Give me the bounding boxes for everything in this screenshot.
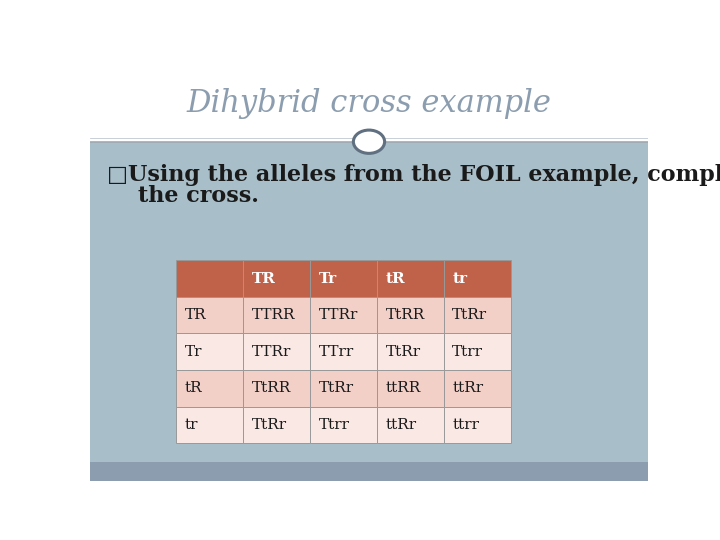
FancyBboxPatch shape [90,141,648,481]
FancyBboxPatch shape [444,407,511,443]
Text: □Using the alleles from the FOIL example, complete: □Using the alleles from the FOIL example… [107,164,720,186]
Text: the cross.: the cross. [107,185,258,207]
FancyBboxPatch shape [90,462,648,481]
Text: TTrr: TTrr [318,345,354,359]
Text: Dihybrid cross example: Dihybrid cross example [186,87,552,119]
Text: ttRr: ttRr [385,418,417,432]
FancyBboxPatch shape [377,260,444,297]
Circle shape [354,130,384,153]
Text: TtRr: TtRr [251,418,287,432]
FancyBboxPatch shape [444,297,511,333]
FancyBboxPatch shape [310,260,377,297]
FancyBboxPatch shape [90,65,648,141]
Text: TTRr: TTRr [318,308,358,322]
Text: TtRR: TtRR [385,308,425,322]
FancyBboxPatch shape [310,407,377,443]
FancyBboxPatch shape [444,333,511,370]
FancyBboxPatch shape [444,370,511,407]
FancyBboxPatch shape [377,370,444,407]
FancyBboxPatch shape [243,333,310,370]
FancyBboxPatch shape [377,333,444,370]
Text: tr: tr [452,272,467,286]
Text: TR: TR [251,272,275,286]
Text: tR: tR [385,272,405,286]
FancyBboxPatch shape [243,407,310,443]
Text: ttRR: ttRR [385,381,420,395]
FancyBboxPatch shape [243,260,310,297]
Text: Tr: Tr [184,345,202,359]
Text: TTRr: TTRr [251,345,291,359]
Text: tR: tR [184,381,202,395]
Text: TtRr: TtRr [385,345,420,359]
FancyBboxPatch shape [377,407,444,443]
Text: TTRR: TTRR [251,308,295,322]
Text: ttRr: ttRr [452,381,484,395]
FancyBboxPatch shape [310,297,377,333]
Text: TR: TR [184,308,206,322]
Text: TtRR: TtRR [251,381,291,395]
Text: tr: tr [184,418,198,432]
Text: Ttrr: Ttrr [318,418,349,432]
FancyBboxPatch shape [176,370,243,407]
FancyBboxPatch shape [310,370,377,407]
FancyBboxPatch shape [243,297,310,333]
FancyBboxPatch shape [176,407,243,443]
Text: ttrr: ttrr [452,418,480,432]
Text: Ttrr: Ttrr [452,345,483,359]
FancyBboxPatch shape [176,297,243,333]
FancyBboxPatch shape [176,333,243,370]
FancyBboxPatch shape [243,370,310,407]
FancyBboxPatch shape [310,333,377,370]
FancyBboxPatch shape [176,260,243,297]
FancyBboxPatch shape [444,260,511,297]
FancyBboxPatch shape [377,297,444,333]
Text: TtRr: TtRr [452,308,487,322]
Text: Tr: Tr [318,272,336,286]
Text: TtRr: TtRr [318,381,354,395]
